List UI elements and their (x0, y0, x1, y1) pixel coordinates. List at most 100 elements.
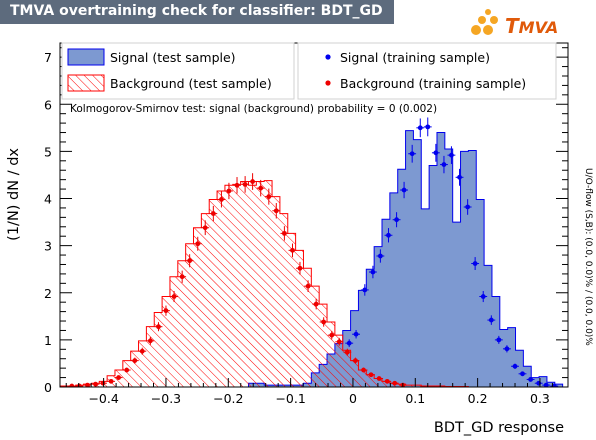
background-test-histogram (60, 180, 563, 387)
signal-train-point (511, 363, 519, 369)
background-train-point (390, 380, 399, 386)
background-train-point (162, 305, 170, 316)
overflow-note: U/O-flow (S,B): (0.0, 0.0)% / (0.0, 0.0)… (583, 168, 593, 346)
background-train-point (107, 378, 116, 384)
background-train-point (122, 367, 131, 373)
x-tick-label: 0.2 (468, 391, 488, 406)
x-tick-label: 0.1 (405, 391, 425, 406)
background-train-point (91, 381, 100, 387)
tmva-logo (468, 8, 548, 38)
signal-train-point (487, 315, 496, 325)
x-tick-label: −0.2 (213, 391, 243, 406)
y-tick-label: 4 (44, 192, 52, 207)
y-tick-label: 5 (44, 144, 52, 159)
y-axis-label: (1/N) dN / dx (6, 148, 22, 241)
y-tick-label: 1 (44, 333, 52, 348)
title-bar: TMVA overtraining check for classifier: … (0, 0, 394, 24)
y-tick-label: 2 (44, 286, 52, 301)
legend-signal-train-marker (325, 54, 331, 60)
background-train-point (312, 298, 321, 310)
background-train-point (201, 220, 210, 236)
x-tick-label: −0.1 (275, 391, 305, 406)
background-train-point (367, 372, 375, 378)
background-train-point (154, 322, 163, 332)
background-train-point (233, 177, 241, 194)
signal-test-histogram (60, 130, 564, 387)
legend-background-test-swatch (67, 74, 105, 92)
signal-train-point (360, 284, 369, 296)
legend-background-train-label: Background (training sample) (340, 76, 526, 91)
signal-train-point (416, 118, 425, 138)
background-train-point (83, 382, 92, 387)
background-train-point (272, 203, 281, 219)
signal-train-point (392, 212, 401, 228)
legend-signal-train-label: Signal (training sample) (340, 50, 490, 65)
background-train-point (375, 376, 384, 381)
background-train-point (288, 243, 297, 258)
x-tick-label: −0.3 (151, 391, 181, 406)
ks-test-text: Kolmogorov-Smirnov test: signal (backgro… (70, 103, 437, 115)
background-train-point (383, 378, 392, 384)
background-train-point (178, 270, 187, 283)
legend-background-test-label: Background (test sample) (110, 76, 272, 91)
signal-train-point (345, 339, 354, 348)
signal-train-point (455, 168, 464, 186)
background-train-point (343, 348, 352, 356)
signal-train-point (542, 382, 551, 387)
x-tick-label: −0.4 (88, 391, 118, 406)
background-train-point (319, 317, 328, 327)
logo-prefix: T (505, 14, 519, 38)
legend-signal-test-label: Signal (test sample) (110, 50, 236, 65)
signal-train-point (400, 181, 408, 199)
background-train-point (67, 383, 76, 387)
x-axis-label: BDT_GD response (434, 420, 564, 436)
signal-train-point (471, 257, 480, 271)
signal-train-point (447, 146, 456, 165)
y-tick-label: 3 (44, 239, 52, 254)
signal-train-point (368, 265, 377, 279)
background-train-point (185, 254, 194, 268)
background-train-point (193, 236, 202, 251)
background-train-point (99, 380, 107, 386)
logo-rest: MVA (518, 18, 559, 37)
legend-right-box (297, 42, 557, 100)
x-tick-label: 0 (349, 391, 357, 406)
background-train-point (296, 261, 304, 275)
signal-train-point (440, 155, 448, 174)
background-train-point (256, 179, 265, 197)
y-tick-label: 7 (44, 50, 52, 65)
x-tick-label: 0.3 (530, 391, 550, 406)
background-train-point (248, 173, 257, 190)
signal-train-point (384, 228, 393, 243)
legend-signal-test-swatch (67, 48, 105, 66)
background-train-point (241, 176, 250, 193)
legend: Signal (test sample) Background (test sa… (61, 42, 557, 100)
background-train-point (224, 182, 233, 200)
tmva-logo-dots-icon (471, 9, 498, 35)
background-train-point (264, 188, 273, 205)
background-train-point (209, 205, 218, 222)
background-train-point (146, 336, 155, 345)
background-train-point (304, 280, 313, 293)
signal-train-point (408, 144, 417, 163)
signal-train-point (479, 290, 488, 303)
background-train-point (217, 191, 226, 208)
signal-train-point (518, 371, 527, 377)
legend-background-train-marker (325, 80, 331, 86)
y-tick-label: 0 (44, 380, 52, 395)
signal-train-point (376, 249, 385, 263)
signal-train-point (431, 143, 440, 162)
chart-title: TMVA overtraining check for classifier: … (10, 3, 383, 19)
signal-train-point (423, 117, 432, 137)
signal-train-point (352, 329, 361, 339)
background-train-point (359, 367, 368, 373)
signal-train-point (502, 345, 511, 353)
background-train-point (327, 330, 336, 340)
background-train-point (280, 226, 289, 241)
background-train-point (351, 357, 360, 364)
y-tick-label: 6 (44, 97, 52, 112)
signal-train-point (550, 383, 559, 387)
background-train-point (75, 383, 84, 387)
background-train-point (114, 375, 123, 380)
